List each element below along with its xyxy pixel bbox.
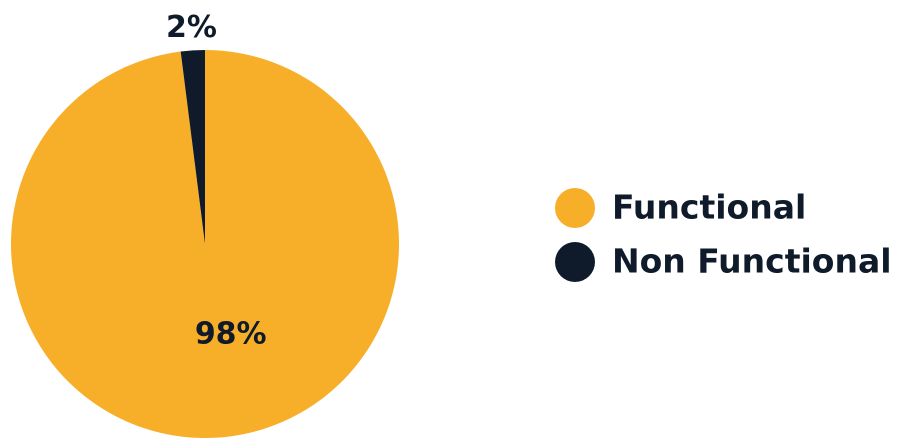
legend-swatch bbox=[555, 242, 595, 282]
pie-slice bbox=[180, 50, 205, 244]
value-label: 2% bbox=[166, 10, 217, 45]
value-label: 98% bbox=[195, 317, 267, 352]
legend-swatch bbox=[555, 188, 595, 228]
legend-label: Functional bbox=[612, 188, 806, 227]
legend-label: Non Functional bbox=[612, 242, 892, 281]
pie-slice bbox=[11, 50, 399, 438]
